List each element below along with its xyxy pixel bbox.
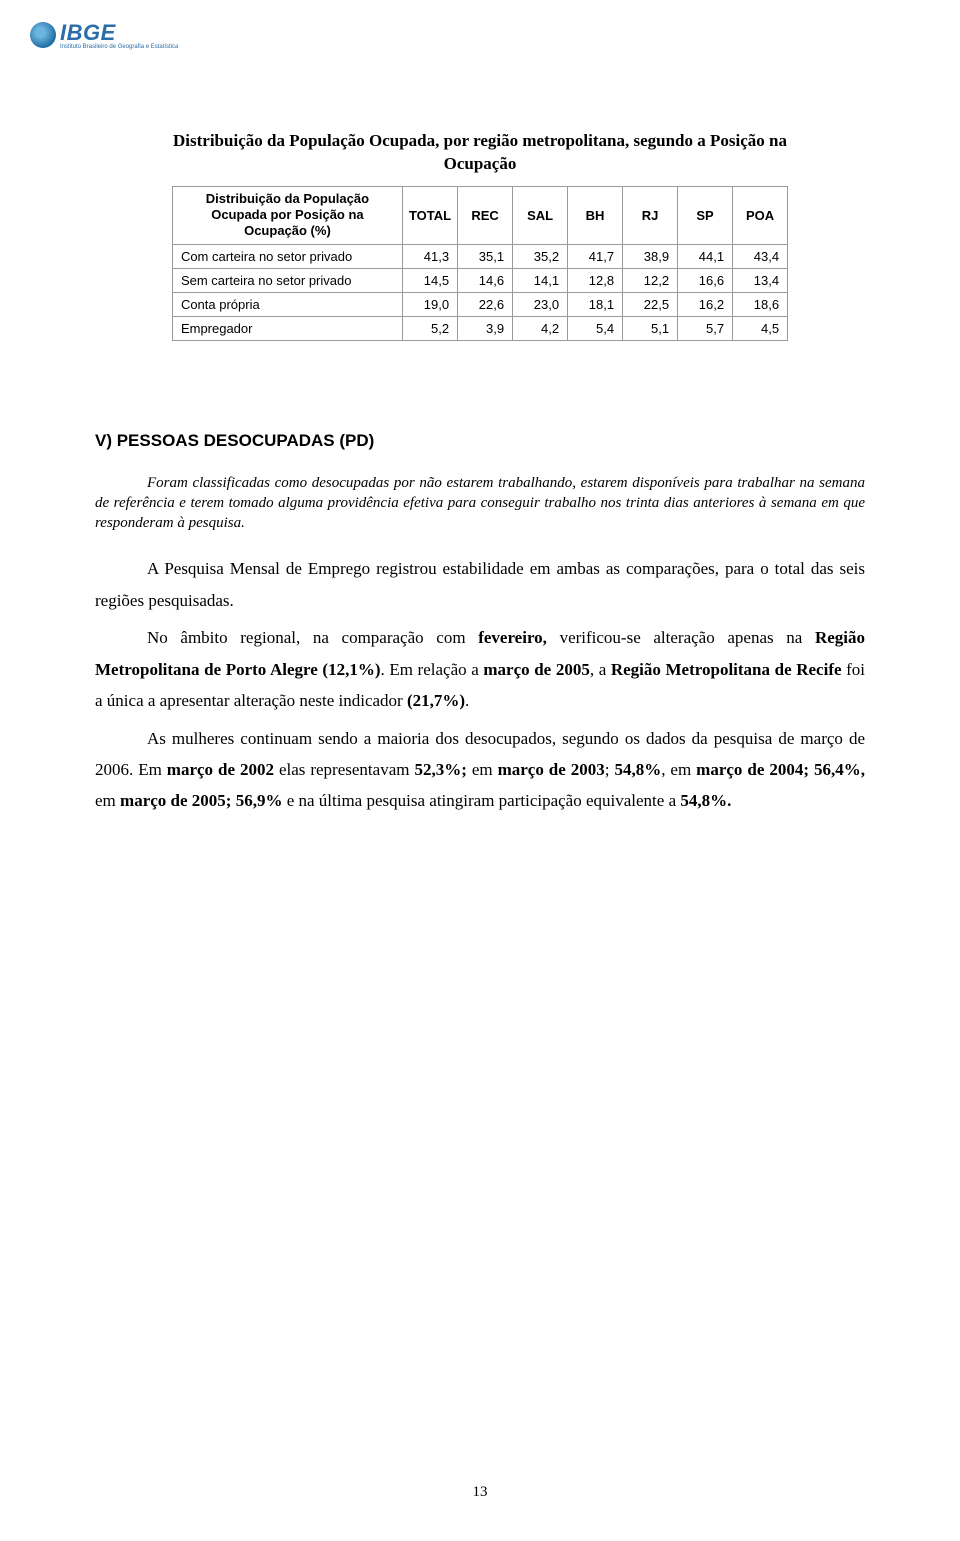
cell: 5,7 <box>678 316 733 340</box>
table-row: Empregador 5,2 3,9 4,2 5,4 5,1 5,7 4,5 <box>172 316 787 340</box>
cell: 23,0 <box>513 292 568 316</box>
p2-e: . Em relação a <box>380 660 483 679</box>
cell: 13,4 <box>733 268 788 292</box>
p3-e: em <box>467 760 498 779</box>
table-title-line1: Distribuição da População Ocupada, por r… <box>173 131 787 150</box>
table-row: Conta própria 19,0 22,6 23,0 18,1 22,5 1… <box>172 292 787 316</box>
cell: 41,3 <box>402 244 457 268</box>
p2-a: No âmbito regional, na comparação com <box>147 628 478 647</box>
p2-j: (21,7%) <box>407 691 465 710</box>
definition-paragraph: Foram classificadas como desocupadas por… <box>95 473 865 534</box>
cell: 12,8 <box>568 268 623 292</box>
table-title-line2: Ocupação <box>444 154 517 173</box>
definition-text: Foram classificadas como desocupadas por… <box>95 475 865 532</box>
header-logo: IBGE Instituto Brasileiro de Geografia e… <box>30 20 178 50</box>
cell: 4,2 <box>513 316 568 340</box>
col-sal: SAL <box>513 186 568 244</box>
p3-i: , em <box>661 760 696 779</box>
logo-text: IBGE <box>60 20 178 46</box>
cell: 14,5 <box>402 268 457 292</box>
col-bh: BH <box>568 186 623 244</box>
p3-f: março de 2003 <box>498 760 605 779</box>
logo-subtitle: Instituto Brasileiro de Geografia e Esta… <box>60 44 178 50</box>
cell: 5,1 <box>623 316 678 340</box>
cell: 19,0 <box>402 292 457 316</box>
cell: 5,4 <box>568 316 623 340</box>
row-label: Sem carteira no setor privado <box>172 268 402 292</box>
col-total: TOTAL <box>402 186 457 244</box>
table-title: Distribuição da População Ocupada, por r… <box>95 130 865 176</box>
page-number: 13 <box>0 1484 960 1501</box>
p3-k: em <box>95 791 120 810</box>
p3-d: 52,3%; <box>414 760 466 779</box>
cell: 35,2 <box>513 244 568 268</box>
col-rec: REC <box>458 186 513 244</box>
p2-k: . <box>465 691 469 710</box>
cell: 22,5 <box>623 292 678 316</box>
table-row: Sem carteira no setor privado 14,5 14,6 … <box>172 268 787 292</box>
p3-g: ; <box>605 760 615 779</box>
body-paragraph-1: A Pesquisa Mensal de Emprego registrou e… <box>95 553 865 616</box>
cell: 35,1 <box>458 244 513 268</box>
p2-g: , a <box>590 660 611 679</box>
cell: 4,5 <box>733 316 788 340</box>
cell: 14,1 <box>513 268 568 292</box>
p1-text: A Pesquisa Mensal de Emprego registrou e… <box>95 559 865 609</box>
p2-b: fevereiro, <box>478 628 547 647</box>
col-rj: RJ <box>623 186 678 244</box>
cell: 44,1 <box>678 244 733 268</box>
cell: 43,4 <box>733 244 788 268</box>
p3-c: elas representavam <box>274 760 414 779</box>
cell: 16,6 <box>678 268 733 292</box>
logo-globe-icon <box>30 22 56 48</box>
row-label: Empregador <box>172 316 402 340</box>
body-paragraph-3: As mulheres continuam sendo a maioria do… <box>95 723 865 817</box>
table-row-header: Distribuição da População Ocupada por Po… <box>172 186 402 244</box>
cell: 22,6 <box>458 292 513 316</box>
section-heading: V) PESSOAS DESOCUPADAS (PD) <box>95 431 865 451</box>
cell: 18,6 <box>733 292 788 316</box>
col-poa: POA <box>733 186 788 244</box>
cell: 5,2 <box>402 316 457 340</box>
p2-f: março de 2005 <box>483 660 589 679</box>
occupation-table: Distribuição da População Ocupada por Po… <box>172 186 788 341</box>
table-row: Com carteira no setor privado 41,3 35,1 … <box>172 244 787 268</box>
cell: 12,2 <box>623 268 678 292</box>
table-header-row: Distribuição da População Ocupada por Po… <box>172 186 787 244</box>
cell: 16,2 <box>678 292 733 316</box>
p3-j: março de 2004; 56,4%, <box>696 760 865 779</box>
p3-m: e na última pesquisa atingiram participa… <box>282 791 680 810</box>
p3-h: 54,8% <box>614 760 661 779</box>
p2-c: verificou-se alteração apenas na <box>547 628 815 647</box>
p3-n: 54,8%. <box>680 791 731 810</box>
cell: 38,9 <box>623 244 678 268</box>
cell: 3,9 <box>458 316 513 340</box>
p3-l: março de 2005; 56,9% <box>120 791 282 810</box>
row-label: Com carteira no setor privado <box>172 244 402 268</box>
p3-b: março de 2002 <box>167 760 274 779</box>
row-label: Conta própria <box>172 292 402 316</box>
cell: 41,7 <box>568 244 623 268</box>
body-paragraph-2: No âmbito regional, na comparação com fe… <box>95 622 865 716</box>
cell: 18,1 <box>568 292 623 316</box>
p2-h: Região Metropolitana de Recife <box>611 660 842 679</box>
cell: 14,6 <box>458 268 513 292</box>
col-sp: SP <box>678 186 733 244</box>
